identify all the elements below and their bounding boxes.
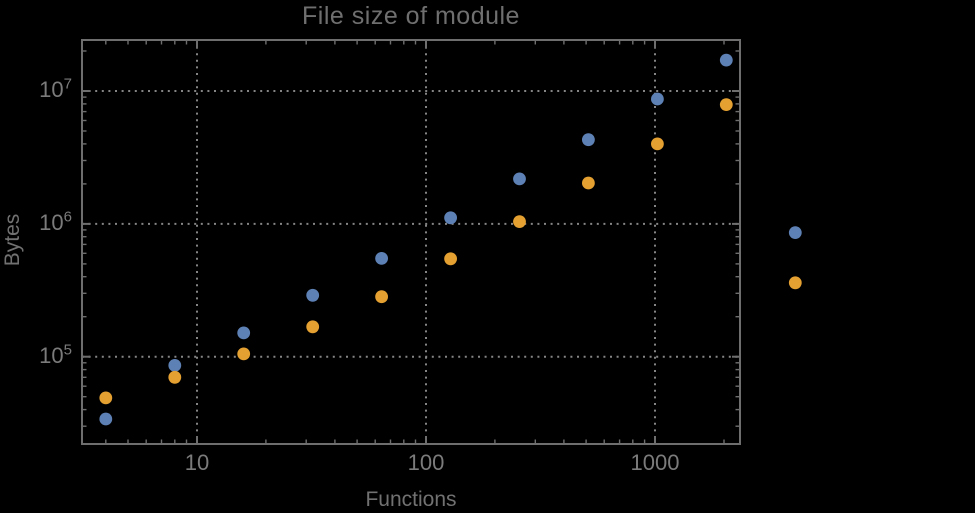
x-tick-label: 100 (407, 450, 445, 475)
data-point-blue (719, 53, 733, 67)
data-point-blue (237, 326, 251, 340)
data-point-blue (788, 226, 802, 240)
data-point-blue (513, 172, 526, 186)
data-point-orange (375, 290, 388, 304)
data-point-blue (651, 92, 664, 106)
data-point-orange (719, 98, 733, 111)
data-point-orange (513, 215, 526, 229)
y-tick-label: 105 (39, 341, 72, 368)
data-point-blue (444, 211, 457, 225)
data-point-orange (444, 252, 457, 266)
data-point-orange (651, 137, 664, 151)
data-point-blue (582, 133, 595, 147)
plot-frame (81, 39, 741, 445)
data-point-orange (99, 391, 113, 405)
data-point-orange (237, 347, 251, 361)
data-point-blue (375, 252, 388, 265)
data-point-orange (788, 276, 802, 290)
x-tick-label: 1000 (630, 450, 680, 475)
y-axis-label: Bytes (1, 213, 24, 267)
y-tick-label: 106 (39, 208, 72, 235)
x-tick-label: 10 (184, 450, 210, 475)
data-point-orange (582, 176, 595, 190)
data-point-blue (306, 288, 320, 302)
data-point-blue (99, 412, 113, 426)
data-point-orange (306, 320, 320, 334)
y-tick-label: 107 (39, 75, 72, 102)
data-point-blue (168, 359, 182, 372)
x-axis-label: Functions (365, 488, 457, 511)
chart-title: File size of module (302, 2, 520, 30)
data-point-orange (168, 370, 182, 384)
